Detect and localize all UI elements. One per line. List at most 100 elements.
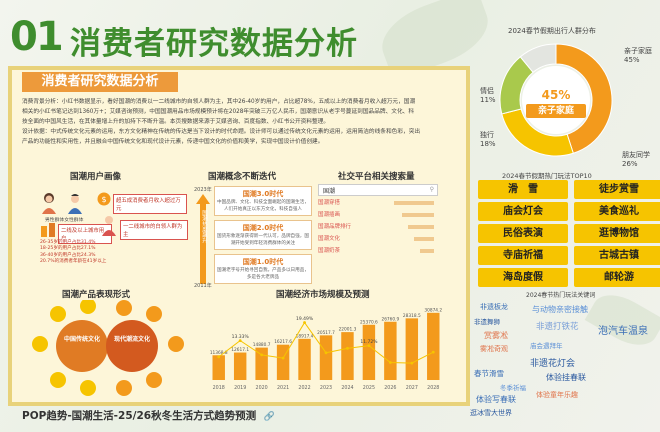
search-result: 国潮品牌排行: [318, 222, 438, 233]
age-stat: 36-40岁的用户占比24.3%: [40, 252, 96, 258]
donut-slice: [519, 43, 557, 73]
market-size-chart: 11368.8 2018 12617.1 2019 14880.7 2020 16217.6…: [210, 307, 443, 391]
label-pct: 11%: [480, 96, 496, 104]
growth-point: [388, 361, 392, 364]
wordcloud-word: 非遗打铁花: [536, 322, 579, 332]
x-tick-label: 2020: [256, 385, 268, 391]
label-pct: 18%: [480, 140, 496, 148]
generation-desc: 国潮老字号开始寻回自我，产品多以日用品，多是各大老牌品: [217, 268, 309, 280]
x-tick-label: 2022: [298, 385, 310, 391]
label-name: 朋友同学: [622, 151, 650, 159]
activity-item: 徒步赏雪: [574, 180, 660, 199]
growth-point: [346, 346, 349, 350]
whitecollar-note: 一二线城市的白领人群为主: [120, 220, 188, 240]
growth-point: [217, 355, 221, 359]
wordcloud-word: 体验挂春联: [546, 373, 586, 382]
label-family: 亲子家庭 45%: [624, 46, 652, 64]
panel-intro: 消费背景分析：小红书数据显示，看好国潮的消费以一二线城市的自领人群为主，其中26…: [22, 97, 458, 147]
growth-label: 11.72%: [360, 339, 378, 345]
age-stat: 18-25岁的用户占比27.1%: [40, 246, 96, 252]
x-tick-label: 2021: [277, 385, 289, 391]
pattern-diagram: [28, 298, 188, 396]
label-pct: 26%: [622, 160, 638, 168]
wordcloud-word: 体验写春联: [476, 395, 516, 404]
pattern-center-left: 中国传统文化: [63, 336, 100, 343]
wordcloud-word: 体验童年乐趣: [536, 391, 578, 399]
income-note: 超五成消费者月收入超过万元: [113, 194, 187, 214]
x-tick-label: 2024: [341, 385, 353, 391]
market-bar: [319, 335, 333, 380]
bar-value-label: 30874.2: [424, 307, 442, 313]
search-result: 国潮文化: [318, 234, 438, 245]
x-tick-label: 2019: [234, 385, 246, 391]
intro-line: 消费背景分析：小红书数据显示，看好国潮的消费以一二线城市的自领人群为主，其中26…: [22, 99, 416, 105]
generation-desc: 中国品牌、文化、科技全面崛起的国潮生活，人们开始真正以东方文化，科技自强人: [217, 200, 309, 212]
link-icon[interactable]: 🔗: [263, 412, 275, 422]
growth-label: 13.33%: [232, 334, 250, 340]
age-stat: 26-35岁的用户占比31.4%: [40, 240, 96, 245]
generation-desc: 国货形象逐渐获得新一代认可，品牌自强，国潮开始受到年轻消费群体的关注: [217, 234, 309, 246]
money-bag-icon: $: [96, 190, 112, 206]
generation-card: 国潮2.0时代 国货形象逐渐获得新一代认可，品牌自强，国潮开始受到年轻消费群体的…: [214, 220, 312, 250]
market-bar: [298, 338, 311, 380]
generation-card: 国潮1.0时代 国潮老字号开始寻回自我，产品多以日用品，多是各大老牌品: [214, 254, 312, 284]
label-couple: 情侣 11%: [480, 86, 496, 104]
growth-point: [238, 339, 242, 343]
generations-title: 国潮概念不断迭代: [208, 172, 277, 182]
wordcloud-word: 与动物亲密接触: [532, 305, 588, 314]
x-tick-label: 2023: [320, 385, 332, 391]
wordcloud-word: 非遗舞狮: [474, 318, 500, 326]
search-result-text: 国潮插画: [318, 212, 341, 218]
bar-value-label: 12617.1: [231, 347, 249, 353]
activity-item: 民俗表演: [478, 224, 568, 243]
pattern-title: 国潮产品表现形式: [62, 290, 131, 300]
search-title: 社交平台相关搜索量: [338, 172, 415, 182]
market-chart-title: 国潮经济市场规模及预测: [276, 290, 370, 300]
activity-item: 滑 雪: [478, 180, 568, 199]
growth-label: 19.49%: [296, 316, 314, 322]
wordcloud-word: 春节滑雪: [474, 369, 504, 378]
activity-item: 海岛度假: [478, 268, 568, 287]
footer-text: POP趋势-国潮生活-25/26秋冬生活方式趋势预测: [22, 410, 257, 422]
search-result: 国潮插画: [318, 210, 438, 221]
intro-line: 设计依据：中式传统文化元素的运用，东方文化精神在传统的传达是当下设计的时代命题。…: [22, 129, 421, 135]
wordcloud-word: 非遗花灯会: [530, 359, 576, 369]
bar-value-label: 14880.7: [253, 342, 271, 348]
age-stats: 26-35岁的用户占比31.4% 18-25岁的用户占比27.1% 36-40岁…: [40, 240, 130, 266]
growth-point: [281, 356, 285, 360]
wordcloud-word: 庙会遇拜年: [530, 342, 563, 350]
female-user-icon: [40, 192, 58, 214]
bar-value-label: 28318.5: [403, 313, 421, 319]
footer-caption: POP趋势-国潮生活-25/26秋冬生活方式趋势预测 🔗: [22, 408, 275, 423]
donut-slice: [555, 43, 613, 154]
market-bar: [427, 312, 440, 380]
svg-text:$: $: [101, 195, 106, 204]
growth-point: [324, 351, 328, 355]
search-result-text: 国潮穿搭: [318, 200, 341, 206]
search-result: 国潮穿搭: [318, 198, 438, 209]
generation-name: 国潮3.0时代: [242, 190, 284, 198]
male-user-icon: [66, 192, 84, 214]
heat-arrow: [196, 194, 210, 284]
growth-point: [303, 321, 306, 324]
wordcloud-word: 冬季祈福: [500, 384, 526, 392]
bar-value-label: 16217.6: [274, 339, 292, 345]
search-result-text: 国潮奶茶: [318, 248, 341, 254]
bar-value-label: 18917.4: [296, 333, 314, 339]
growth-point: [431, 350, 435, 354]
search-result: 国潮奶茶: [318, 246, 438, 257]
wordcloud-word: 雾凇奇观: [480, 345, 508, 353]
wordcloud-word: 赏雾凇: [484, 331, 508, 340]
search-query: 国潮: [323, 188, 336, 195]
intro-line: 相关的小红书笔记达到1360万+；艾媒咨询预测，中国国潮用品市场规模预计将在20…: [22, 109, 415, 115]
section-number: 01: [10, 14, 64, 60]
market-bar: [405, 318, 419, 380]
growth-point: [260, 353, 264, 357]
bar-value-label: 25370.6: [360, 319, 378, 325]
x-tick-label: 2025: [363, 385, 375, 391]
gender-note: 男性群体女性群体: [45, 218, 84, 223]
market-bar: [233, 352, 247, 380]
intro-line: 技全面的中国风生活，在其体量增上升的加持下不断升温。本页搜数据来源于艾媒咨询、百…: [22, 119, 330, 125]
wordcloud-word: 逛冰雪大世界: [470, 409, 512, 417]
market-bar: [362, 324, 376, 380]
